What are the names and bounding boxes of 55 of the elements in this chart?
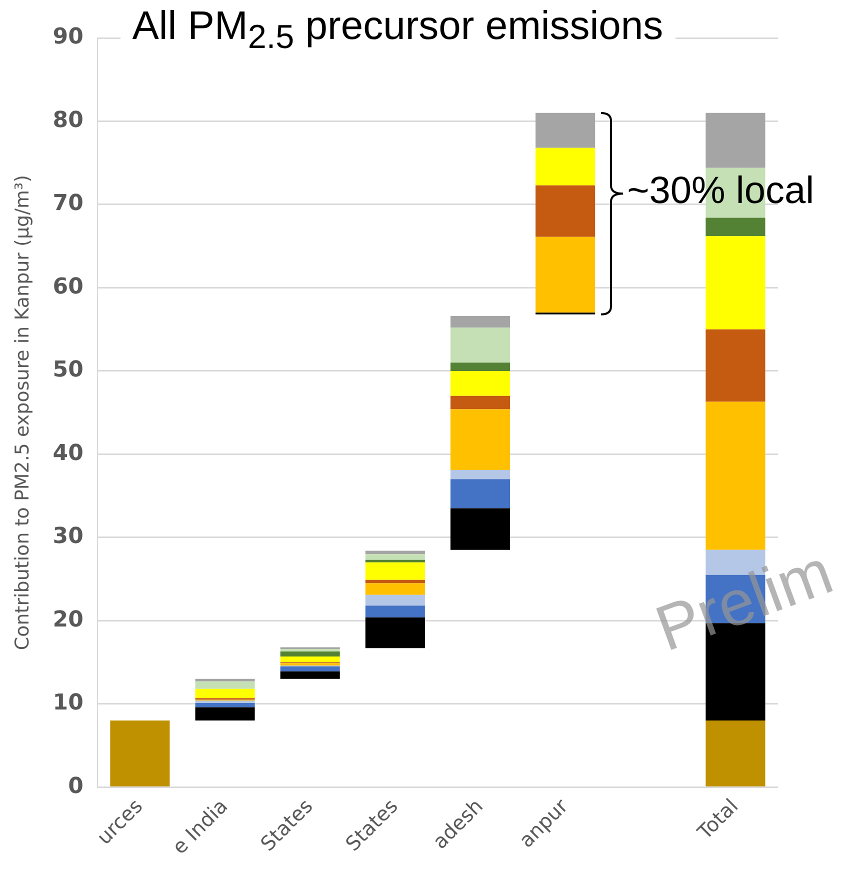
bar xyxy=(450,479,510,508)
bar xyxy=(536,185,596,237)
bar xyxy=(365,562,425,580)
bar xyxy=(195,707,255,721)
y-tick-label: 80 xyxy=(52,108,84,133)
bar xyxy=(280,663,340,666)
bar xyxy=(280,666,340,672)
y-tick-label: 0 xyxy=(68,774,84,799)
annotation: ~30% local xyxy=(627,169,814,214)
bar xyxy=(280,671,340,679)
bar xyxy=(706,236,766,330)
bar xyxy=(706,720,766,786)
chart-title: All PM$_{2.5}$ precursor emissions xyxy=(120,4,676,60)
bar xyxy=(450,316,510,328)
y-tick-label: 40 xyxy=(52,440,84,466)
bar xyxy=(706,112,766,168)
bar xyxy=(365,594,425,606)
bar xyxy=(280,651,340,656)
y-axis-title: Contribution to PM2.5 exposure in Kanpur (µg/m³) xyxy=(11,174,34,650)
bar xyxy=(195,700,255,704)
bar xyxy=(450,409,510,470)
bar xyxy=(450,470,510,480)
bar xyxy=(536,112,596,148)
bar xyxy=(706,329,766,402)
bar xyxy=(365,580,425,584)
bar xyxy=(195,703,255,708)
y-tick-label: 70 xyxy=(52,191,84,216)
bar xyxy=(365,583,425,595)
bar xyxy=(365,617,425,648)
y-tick-label: 30 xyxy=(52,524,84,550)
bar xyxy=(195,681,255,689)
y-tick-label: 50 xyxy=(52,358,84,383)
bar xyxy=(706,402,766,550)
bar xyxy=(450,396,510,410)
bar xyxy=(195,678,255,682)
bar xyxy=(365,606,425,618)
bar xyxy=(706,218,766,236)
bar xyxy=(365,550,425,554)
bar xyxy=(536,148,596,186)
bar xyxy=(280,648,340,652)
bar xyxy=(450,328,510,363)
y-tick-label: 60 xyxy=(52,274,84,300)
bar xyxy=(280,656,340,662)
bar xyxy=(450,508,510,550)
bar xyxy=(365,560,425,562)
bar xyxy=(536,236,596,313)
y-tick-label: 10 xyxy=(52,690,84,716)
y-tick-label: 90 xyxy=(52,24,84,50)
bar xyxy=(450,370,510,396)
bar xyxy=(195,688,255,698)
annotation: Prelim xyxy=(646,535,842,665)
bar xyxy=(450,362,510,371)
y-tick-label: 20 xyxy=(52,607,84,632)
bar xyxy=(365,554,425,560)
bar xyxy=(110,720,170,786)
